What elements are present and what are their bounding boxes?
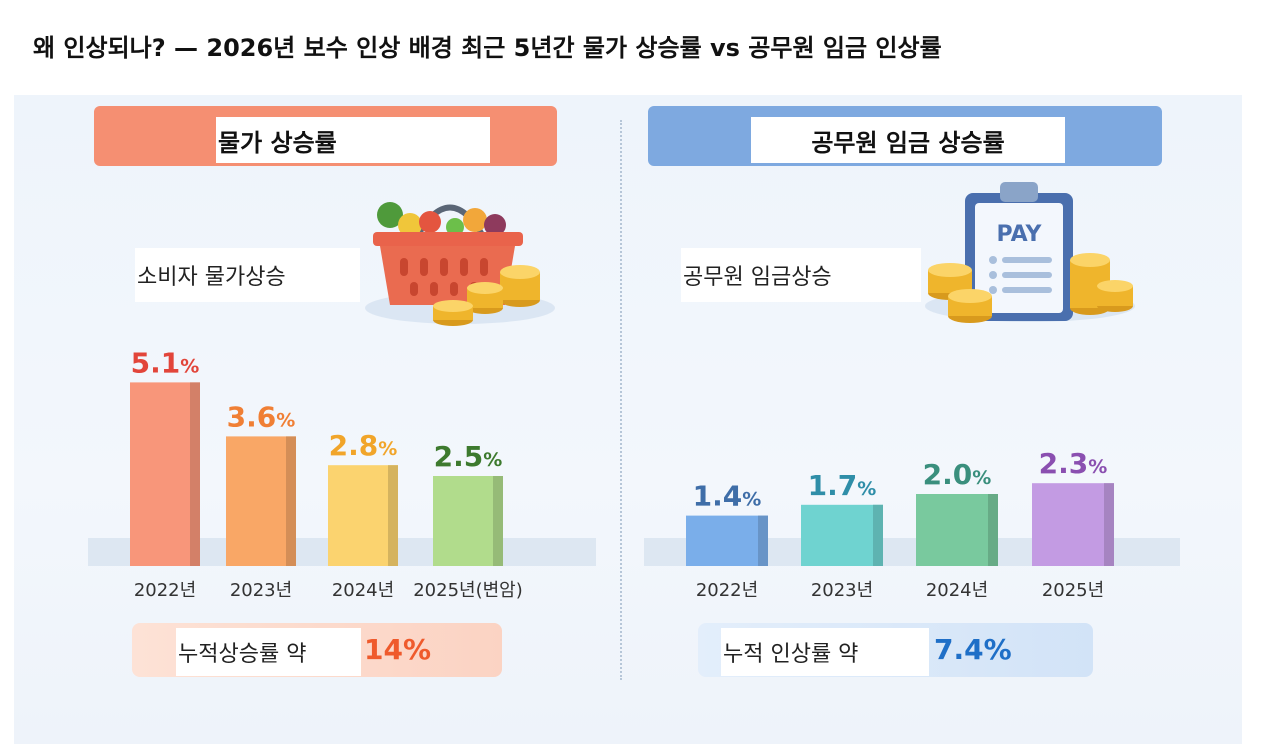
wage-bar-3: [1032, 483, 1114, 566]
wage-bar-1: [801, 504, 883, 566]
price-header-label: 물가 상승률: [216, 117, 490, 163]
price-value-label-1: 3.6%: [227, 400, 296, 433]
pay-label: PAY: [997, 222, 1043, 247]
price-value-label-2: 2.8%: [329, 429, 398, 462]
price-category-label-2: 2024년: [332, 580, 394, 601]
wage-category-label-1: 2023년: [811, 580, 873, 601]
wage-summary-label: 누적 인상률 약: [721, 628, 929, 676]
wage-category-label-0: 2022년: [696, 580, 758, 601]
wage-header-label: 공무원 임금 상승률: [751, 117, 1065, 163]
price-bar-3: [433, 476, 503, 566]
price-summary-value: 14%: [364, 633, 432, 666]
price-chart: 5.1% 2022년 3.6% 2023년 2.8% 2024년 2.5% 2025년(변암): [88, 346, 596, 601]
pay-clipboard-icon: PAY: [925, 182, 1135, 323]
panel-divider: [620, 120, 622, 680]
price-summary-label: 누적상승률 약: [176, 628, 361, 676]
page-title: 왜 인상되나? — 2026년 보수 인상 배경 최근 5년간 물가 상승률 v…: [33, 34, 942, 62]
price-bar-shade-1: [286, 436, 296, 566]
wage-value-label-0: 1.4%: [693, 480, 762, 513]
wage-summary-value: 7.4%: [934, 633, 1012, 666]
wage-category-label-3: 2025년: [1042, 580, 1104, 601]
price-bar-shade-0: [190, 382, 200, 566]
wage-sublabel: 공무원 임금상승: [681, 248, 921, 302]
wage-bar-shade-1: [873, 504, 883, 566]
wage-bar-0: [686, 515, 768, 566]
wage-bar-2: [916, 494, 998, 566]
price-value-label-0: 5.1%: [131, 346, 200, 379]
wage-category-label-2: 2024년: [926, 580, 988, 601]
wage-value-label-2: 2.0%: [923, 458, 992, 491]
wage-value-label-3: 2.3%: [1039, 447, 1108, 480]
wage-value-label-1: 1.7%: [808, 469, 877, 502]
price-bar-1: [226, 436, 296, 566]
wage-bar-shade-0: [758, 515, 768, 566]
price-bar-shade-2: [388, 465, 398, 566]
wage-bar-shade-3: [1104, 483, 1114, 566]
price-bar-shade-3: [493, 476, 503, 566]
price-bar-2: [328, 465, 398, 566]
price-sublabel: 소비자 물가상승: [135, 248, 360, 302]
price-value-label-3: 2.5%: [434, 440, 503, 473]
price-category-label-3: 2025년(변암): [413, 580, 523, 601]
price-bar-0: [130, 382, 200, 566]
wage-bar-shade-2: [988, 494, 998, 566]
price-category-label-1: 2023년: [230, 580, 292, 601]
wage-chart: 1.4% 2022년 1.7% 2023년 2.0% 2024년 2.3% 2025년: [644, 447, 1180, 601]
price-category-label-0: 2022년: [134, 580, 196, 601]
grocery-basket-icon: [365, 202, 555, 326]
